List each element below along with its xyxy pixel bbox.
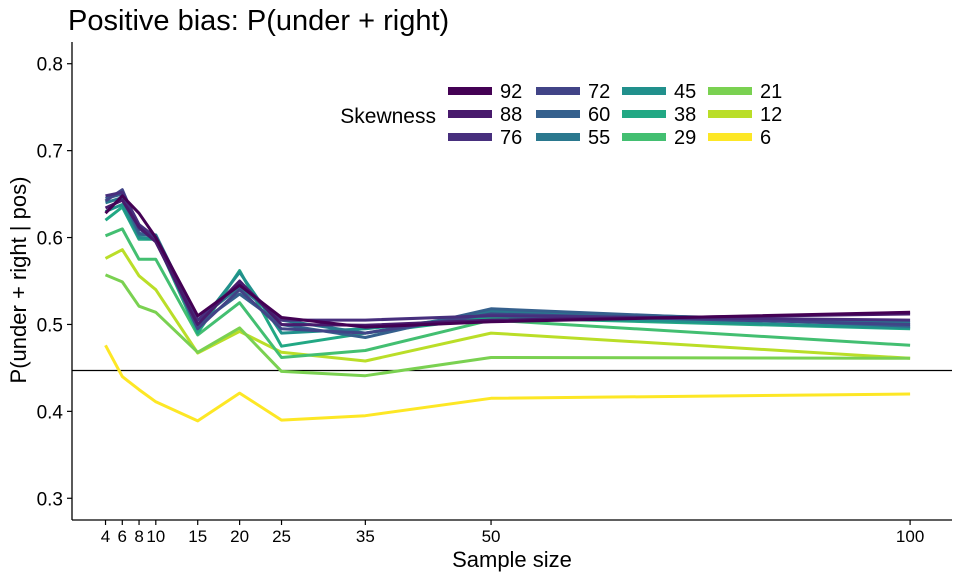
legend-label: 21 [760,81,782,103]
series-line-21 [104,273,911,378]
x-tick-label: 6 [118,527,127,546]
series-line-92 [104,194,911,329]
legend-item: 12 [708,104,782,126]
legend-label: 88 [500,104,522,126]
y-tick-label: 0.6 [37,229,63,250]
legend-label: 60 [588,104,610,126]
legend-label: 72 [588,81,610,103]
x-tick-label: 20 [230,527,249,546]
legend-item: 45 [622,81,696,103]
series-line-88 [104,198,911,327]
y-tick-label: 0.8 [37,55,63,76]
x-tick-label: 25 [272,527,291,546]
x-axis-label: Sample size [452,547,572,572]
legend-label: 55 [588,127,610,149]
legend-label: 6 [760,127,771,149]
chart-title: Positive bias: P(under + right) [68,5,449,37]
x-tick-label: 10 [146,527,165,546]
legend-title: Skewness [340,105,436,128]
legend-item: 55 [536,127,610,149]
series-line-12 [104,248,911,363]
y-tick-label: 0.3 [37,489,63,510]
legend-item: 60 [536,104,610,126]
legend-item: 29 [622,127,696,149]
series-line-29 [104,227,911,359]
y-axis-label: P(under + right | pos) [6,177,31,384]
x-axis: 4 6 8 10 15 20 25 35 50 100 [72,519,952,546]
x-tick-label: 50 [482,527,501,546]
legend-label: 76 [500,127,522,149]
x-tick-label: 35 [356,527,375,546]
x-tick-label: 4 [101,527,110,546]
legend-item: 76 [448,127,522,149]
x-tick-label: 8 [134,527,143,546]
legend-item: 38 [622,104,696,126]
legend-label: 45 [674,81,696,103]
legend-item: 88 [448,104,522,126]
legend-label: 92 [500,81,522,103]
legend-item: 21 [708,81,782,103]
y-tick-label: 0.5 [37,315,63,336]
legend-item: 92 [448,81,522,103]
legend-label: 29 [674,127,696,149]
legend-label: 38 [674,104,696,126]
y-tick-label: 0.7 [37,142,63,163]
y-axis: 0.3 0.4 0.5 0.6 0.7 0.8 [37,42,73,520]
y-tick-label: 0.4 [37,402,64,423]
x-tick-label: 15 [188,527,207,546]
legend-label: 12 [760,104,782,126]
x-tick-label: 100 [896,527,924,546]
legend-item: 6 [708,127,771,149]
series-line-6 [104,344,911,423]
series-lines [104,188,911,423]
legend-item: 72 [536,81,610,103]
